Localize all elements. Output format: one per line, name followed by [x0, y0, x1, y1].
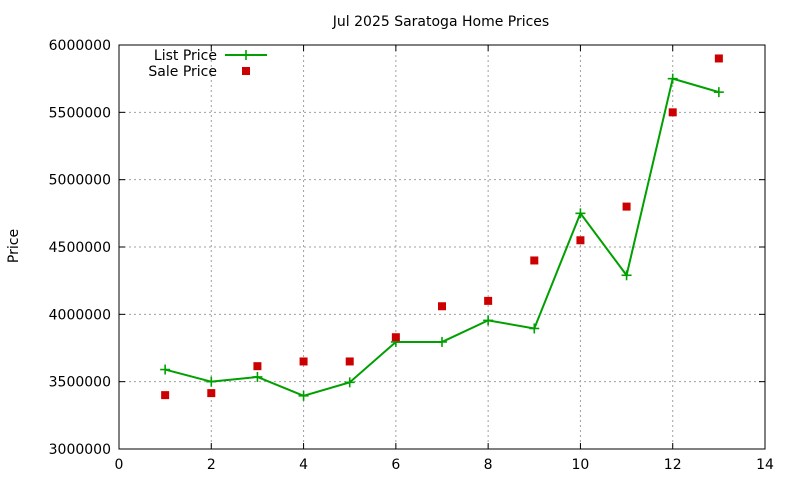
data-point [622, 202, 631, 211]
data-point [345, 357, 354, 366]
x-tick-label: 4 [299, 457, 308, 473]
legend-label: Sale Price [148, 64, 217, 80]
chart-title: Jul 2025 Saratoga Home Prices [332, 14, 549, 30]
x-tick-label: 14 [756, 457, 774, 473]
y-tick-label: 4500000 [49, 240, 111, 256]
data-point [667, 73, 678, 84]
data-point [437, 336, 447, 347]
grid-lines [119, 45, 765, 449]
data-point [252, 371, 263, 382]
data-point [713, 87, 724, 98]
data-point [299, 357, 308, 366]
data-point [621, 270, 632, 281]
series-1 [160, 73, 724, 401]
tick-labels: 0 2 4 6 8 10 12 14 3000000 3500000 4000000 4500000 5… [49, 38, 774, 473]
y-tick-label: 3500000 [49, 375, 111, 391]
data-point [668, 108, 677, 117]
y-tick-label: 6000000 [49, 38, 111, 54]
y-tick-label: 3000000 [49, 442, 111, 458]
x-tick-label: 8 [484, 457, 493, 473]
y-tick-label: 5000000 [49, 173, 111, 189]
data-point [576, 236, 585, 245]
data-point [206, 376, 217, 387]
legend-entry: Sale Price [148, 64, 250, 80]
data-point [530, 256, 539, 265]
x-tick-label: 10 [572, 457, 590, 473]
x-tick-label: 0 [115, 457, 124, 473]
legend-marker [241, 50, 251, 60]
data-point [207, 389, 216, 398]
data-point [160, 364, 171, 375]
legend-entry: List Price [154, 48, 267, 64]
data-point [438, 302, 446, 311]
series-2 [161, 54, 723, 400]
x-tick-label: 6 [391, 457, 400, 473]
legend-label: List Price [154, 48, 217, 64]
x-tick-label: 12 [664, 457, 682, 473]
y-axis-label: Price [6, 229, 22, 263]
data-point [298, 390, 309, 401]
data-point [483, 315, 494, 326]
series-line [164, 77, 720, 397]
data-point [484, 296, 493, 305]
data-point [391, 333, 400, 342]
legend-marker [242, 67, 250, 75]
data-point [714, 54, 723, 63]
data-point [344, 377, 355, 388]
data-point [575, 208, 586, 219]
y-tick-label: 5500000 [49, 105, 111, 121]
data-point [529, 323, 540, 334]
data-point [161, 391, 170, 400]
data-point [253, 362, 262, 371]
x-tick-label: 2 [207, 457, 216, 473]
y-tick-label: 4000000 [49, 307, 111, 323]
axes [118, 44, 766, 450]
plot-area [160, 54, 724, 401]
